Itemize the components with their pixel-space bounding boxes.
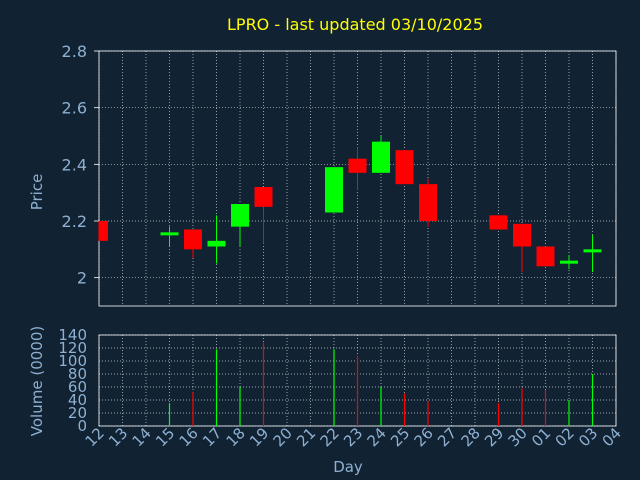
volume-tick-label: 100 [58, 352, 87, 370]
price-tick-label: 2 [77, 269, 87, 288]
candle-body [513, 223, 531, 247]
volume-tick-label: 80 [68, 365, 87, 383]
candle-body [254, 187, 273, 207]
volume-tick-label: 20 [68, 404, 87, 422]
candle-body [583, 249, 602, 253]
price-panel: 2.8 2.6 2.4 2.2 2 [62, 42, 617, 307]
x-axis: 1213141516171819202122232425262728293001… [82, 424, 625, 450]
candle-body [184, 229, 202, 250]
price-tick-label: 2.4 [62, 155, 87, 174]
candle-body [536, 246, 555, 267]
volume-axis-label: Volume (0000) [28, 326, 46, 436]
price-tick-label: 2.2 [62, 212, 87, 231]
volume-tick-label: 40 [68, 391, 87, 409]
candle-body [160, 232, 179, 236]
price-tick-label: 2.6 [62, 99, 87, 118]
candle-body [231, 204, 249, 227]
volume-tick-label: 120 [58, 339, 87, 357]
volume-tick-label: 140 [58, 326, 87, 344]
candle-body [325, 167, 343, 213]
candle-body [348, 158, 367, 173]
chart-title: LPRO - last updated 03/10/2025 [227, 15, 483, 34]
candle-body [489, 215, 508, 230]
candle-body [372, 141, 390, 173]
candle-body [560, 260, 578, 264]
y-axis-label: Price [28, 174, 46, 211]
x-axis-label: Day [333, 458, 363, 476]
volume-tick-label: 0 [77, 417, 87, 435]
candle-body [395, 150, 414, 185]
candle-body [419, 184, 437, 221]
candle-body [99, 221, 108, 241]
price-tick-label: 2.8 [62, 42, 87, 61]
volume-tick-label: 60 [68, 378, 87, 396]
candle-body [207, 240, 226, 247]
